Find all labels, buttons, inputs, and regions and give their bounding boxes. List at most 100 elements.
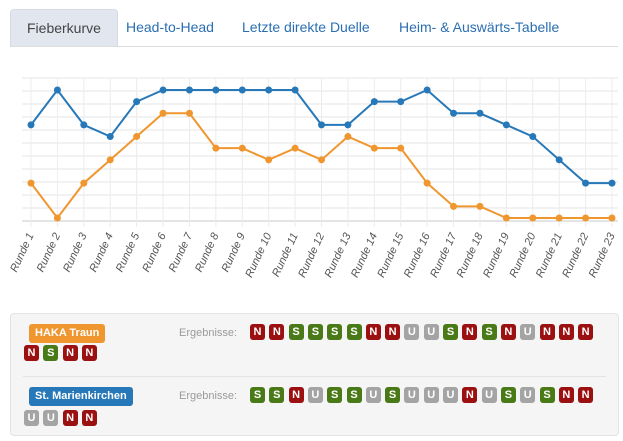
data-point[interactable] [344, 133, 352, 141]
x-tick-label: Runde 9 [220, 231, 248, 274]
data-point[interactable] [608, 179, 616, 187]
result-badge: U [404, 324, 420, 340]
data-point[interactable] [397, 98, 405, 106]
result-badge: N [62, 410, 78, 426]
data-point[interactable] [106, 133, 114, 141]
data-point[interactable] [291, 144, 299, 152]
ergebnisse-label: Ergebnisse: [179, 390, 238, 402]
data-point[interactable] [27, 121, 35, 129]
data-point[interactable] [476, 109, 484, 117]
result-badge: N [500, 324, 516, 340]
x-tick-label: Runde 5 [114, 230, 143, 274]
result-badge: S [481, 324, 497, 340]
tab-heim-auswaerts-tabelle[interactable]: Heim- & Auswärts-Tabelle [399, 19, 560, 35]
team-badge-st-marienkirchen[interactable]: St. Marienkirchen [29, 387, 133, 406]
result-badge: N [62, 345, 78, 361]
result-badge: U [443, 387, 458, 403]
data-point[interactable] [27, 179, 35, 187]
result-badge: S [539, 387, 555, 403]
team-badge-haka-traun[interactable]: HAKA Traun [29, 324, 106, 343]
data-point[interactable] [318, 156, 325, 164]
ergebnisse-label: Ergebnisse: [179, 327, 238, 339]
result-badge: S [327, 387, 343, 403]
data-point[interactable] [344, 121, 352, 129]
x-tick-label: Runde 1 [8, 231, 36, 274]
result-badge: N [81, 345, 97, 361]
result-badge: U [43, 410, 59, 426]
data-point[interactable] [555, 214, 563, 222]
result-badge: N [578, 387, 594, 403]
data-point[interactable] [238, 86, 246, 94]
result-badge: U [481, 387, 497, 403]
team-divider [23, 376, 606, 377]
tab-head-to-head[interactable]: Head-to-Head [126, 19, 214, 35]
data-point[interactable] [370, 144, 378, 152]
data-point[interactable] [80, 179, 88, 187]
result-badge: S [346, 387, 362, 403]
result-badge: N [462, 324, 478, 340]
x-tick-label: Runde 23 [587, 230, 618, 279]
tab-fieberkurve[interactable]: Fieberkurve [10, 9, 118, 46]
data-point[interactable] [529, 133, 537, 141]
data-point[interactable] [265, 156, 273, 164]
result-badge: N [385, 324, 401, 340]
result-badge: N [250, 324, 265, 340]
data-point[interactable] [423, 86, 431, 94]
result-badge: U [404, 387, 420, 403]
data-point[interactable] [133, 133, 141, 141]
data-point[interactable] [502, 121, 510, 129]
data-point[interactable] [291, 86, 299, 94]
data-point[interactable] [608, 214, 616, 222]
result-badge: S [500, 387, 516, 403]
result-badge: N [288, 387, 304, 403]
x-tick-label: Runde 7 [167, 230, 196, 274]
data-point[interactable] [450, 109, 458, 117]
data-point[interactable] [53, 86, 61, 94]
result-badge: N [24, 345, 39, 361]
data-point[interactable] [133, 98, 141, 106]
result-badge: N [578, 324, 594, 340]
x-tick-label: Runde 11 [270, 231, 301, 279]
data-point[interactable] [555, 156, 563, 164]
data-point[interactable] [582, 214, 590, 222]
x-tick-label: Runde 4 [87, 231, 115, 274]
data-point[interactable] [529, 214, 537, 222]
data-point[interactable] [450, 202, 458, 210]
result-badge: U [520, 324, 536, 340]
data-point[interactable] [185, 109, 193, 117]
data-point[interactable] [582, 179, 590, 187]
data-point[interactable] [476, 202, 484, 210]
data-point[interactable] [185, 86, 193, 94]
data-point[interactable] [80, 121, 88, 129]
data-point[interactable] [397, 144, 405, 152]
result-badge: N [539, 324, 555, 340]
data-point[interactable] [502, 214, 510, 222]
result-badge: N [81, 410, 97, 426]
result-badge: S [307, 324, 323, 340]
data-point[interactable] [265, 86, 273, 94]
result-badge: U [307, 387, 323, 403]
data-point[interactable] [159, 86, 167, 94]
result-badge: S [43, 345, 59, 361]
data-point[interactable] [370, 98, 378, 106]
x-tick-label: Runde 8 [193, 230, 222, 274]
result-badge: U [423, 387, 439, 403]
data-point[interactable] [53, 214, 61, 222]
result-badge: N [462, 387, 478, 403]
data-point[interactable] [423, 179, 431, 187]
data-point[interactable] [212, 144, 220, 152]
data-point[interactable] [212, 86, 220, 94]
data-point[interactable] [106, 156, 114, 164]
x-tick-label: Runde 6 [140, 230, 169, 274]
result-badge: U [423, 324, 439, 340]
x-tick-label: Runde 2 [35, 231, 63, 274]
data-point[interactable] [159, 109, 167, 117]
tab-letzte-direkte-duelle[interactable]: Letzte direkte Duelle [242, 19, 370, 35]
data-point[interactable] [238, 144, 246, 152]
result-badge: S [269, 387, 285, 403]
result-badge: U [365, 387, 381, 403]
data-point[interactable] [318, 121, 325, 129]
result-badge: U [24, 410, 39, 426]
